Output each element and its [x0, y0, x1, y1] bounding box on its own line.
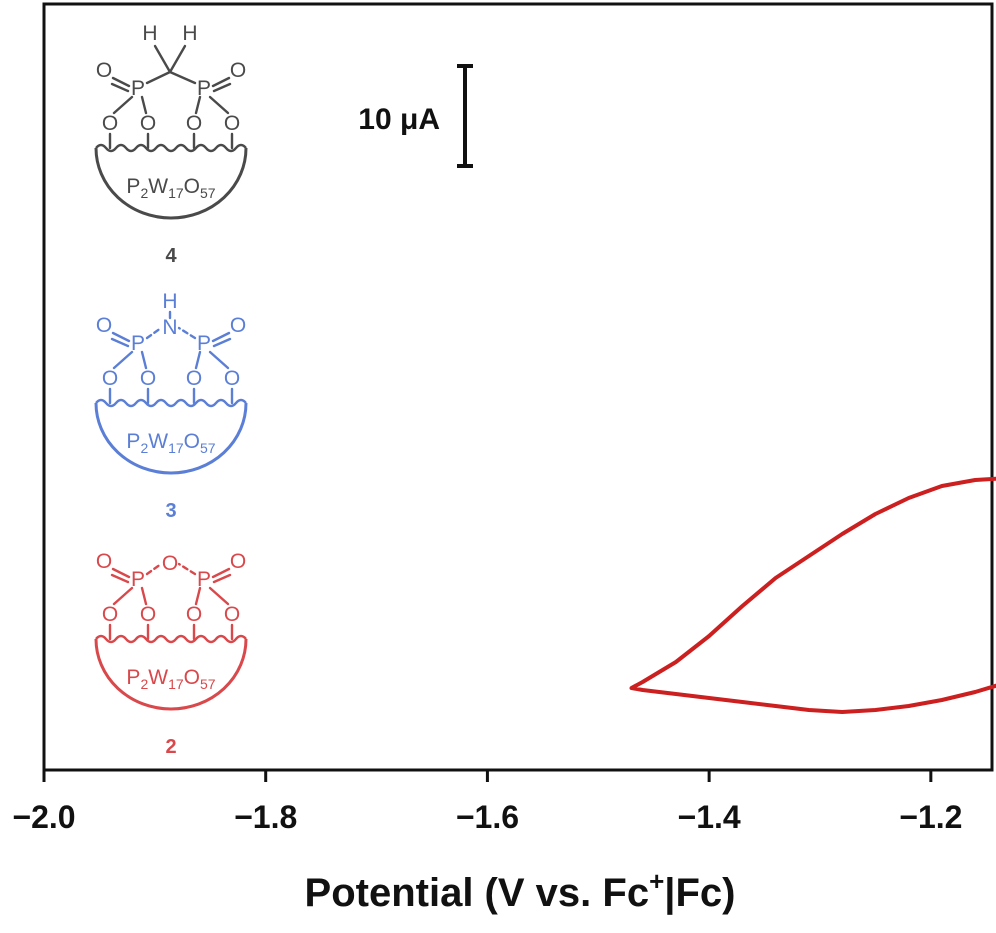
oxygen-atom: O	[96, 550, 112, 573]
bond	[145, 562, 163, 576]
oxygen-atom: O	[96, 314, 112, 337]
cluster-rim	[95, 634, 247, 644]
hydrogen-atom: H	[142, 22, 157, 45]
oxygen-atom: O	[186, 603, 202, 626]
x-tick-label: −1.2	[899, 799, 962, 835]
double-bond	[212, 573, 232, 584]
oxygen-atom: O	[96, 59, 112, 82]
double-bond	[211, 567, 231, 579]
oxygen-atom: O	[230, 550, 246, 573]
x-tick-label: −1.4	[678, 799, 741, 835]
bond	[168, 70, 197, 85]
bond	[194, 350, 202, 370]
bond	[177, 326, 197, 340]
bond	[140, 350, 148, 370]
compound-number-3: 3	[165, 500, 176, 522]
scale-bar-label: 10 μA	[358, 103, 440, 136]
bond	[112, 586, 134, 606]
bond	[177, 562, 197, 576]
x-tick-label: −2.0	[12, 799, 75, 835]
phosphorus-atom: P	[131, 332, 145, 355]
cluster-rim	[95, 398, 247, 408]
bond	[145, 70, 172, 85]
x-axis-tick-labels: −2.0−1.8−1.6−1.4−1.2−1.0−0.8−0.6−0.4	[12, 799, 962, 835]
bond	[208, 95, 230, 115]
bond	[140, 586, 148, 606]
oxygen-atom: O	[230, 314, 246, 337]
x-axis-title: Potential (V vs. Fc+|Fc)	[305, 866, 736, 915]
hydrogen-atom: H	[182, 22, 197, 45]
cluster-rim	[95, 143, 247, 153]
oxygen-atom: O	[224, 603, 240, 626]
x-tick-label: −1.6	[456, 799, 519, 835]
phosphorus-atom: P	[197, 77, 211, 100]
bond	[208, 350, 230, 370]
oxygen-atom: O	[102, 603, 118, 626]
bond	[140, 95, 148, 115]
x-tick-label: −1.8	[234, 799, 297, 835]
bond	[153, 44, 172, 74]
bond	[145, 326, 163, 340]
polyoxometalate-cluster	[94, 402, 248, 475]
oxygen-atom: O	[186, 367, 202, 390]
oxygen-atom: O	[102, 112, 118, 135]
oxygen-atom: O	[102, 367, 118, 390]
phosphorus-atom: P	[131, 77, 145, 100]
double-bond	[212, 337, 232, 348]
cluster-formula: P2W17O57	[126, 430, 215, 456]
cluster-formula: P2W17O57	[126, 175, 215, 201]
bond	[112, 95, 134, 115]
plot-frame	[42, 2, 994, 772]
oxygen-atom: O	[140, 112, 156, 135]
bridge-atom-O: O	[162, 552, 178, 575]
compound-number-2: 2	[165, 736, 176, 758]
bond	[194, 586, 202, 606]
phosphorus-atom: P	[197, 332, 211, 355]
double-bond	[111, 331, 131, 343]
double-bond	[211, 76, 231, 88]
current-scale-bar: 10 μA	[358, 64, 473, 168]
oxygen-atom: O	[140, 603, 156, 626]
cv-curves	[629, 476, 996, 714]
oxygen-atom: O	[140, 367, 156, 390]
oxygen-atom: O	[230, 59, 246, 82]
double-bond	[110, 82, 130, 93]
oxygen-atom: O	[186, 112, 202, 135]
oxygen-atom: O	[224, 112, 240, 135]
compound-number-4: 4	[165, 245, 177, 267]
phosphorus-atom: P	[131, 568, 145, 591]
cluster-formula: P2W17O57	[126, 666, 215, 692]
double-bond	[211, 331, 231, 343]
double-bond	[110, 573, 130, 584]
phosphorus-atom: P	[197, 568, 211, 591]
double-bond	[111, 76, 131, 88]
polyoxometalate-cluster	[94, 147, 248, 220]
bridge-atom-N: N	[162, 316, 177, 339]
polyoxometalate-cluster	[94, 638, 248, 711]
cv-curve-2	[629, 476, 996, 714]
double-bond	[110, 337, 130, 348]
oxygen-atom: O	[224, 367, 240, 390]
bond	[194, 95, 202, 115]
bond	[208, 586, 230, 606]
double-bond	[111, 567, 131, 579]
bond	[112, 350, 134, 370]
hydrogen-atom: H	[162, 290, 177, 313]
x-axis-ticks	[42, 770, 933, 782]
double-bond	[212, 82, 232, 93]
bond	[168, 44, 187, 74]
